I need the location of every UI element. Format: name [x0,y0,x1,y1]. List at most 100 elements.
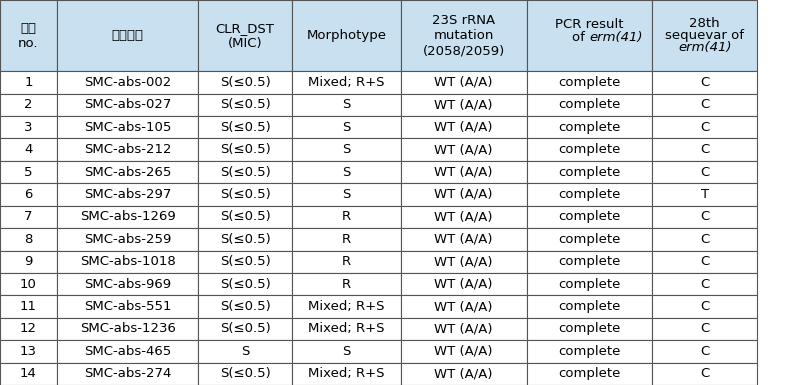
Text: S: S [342,121,351,134]
Bar [401,183,526,206]
Bar [652,0,757,71]
Text: WT (A/A): WT (A/A) [434,233,493,246]
Text: SMC-abs-1269: SMC-abs-1269 [79,211,176,223]
Bar [292,183,401,206]
Text: 1: 1 [24,76,32,89]
Text: SMC-abs-212: SMC-abs-212 [83,143,172,156]
Bar [526,161,652,183]
Text: complete: complete [558,211,620,223]
Bar [0,71,57,94]
Bar [652,295,757,318]
Text: WT (A/A): WT (A/A) [434,143,493,156]
Text: SMC-abs-969: SMC-abs-969 [84,278,171,291]
Text: S: S [241,345,249,358]
Text: C: C [700,121,710,134]
Text: WT (A/A): WT (A/A) [434,121,493,134]
Bar [292,161,401,183]
Text: S(≤0.5): S(≤0.5) [220,367,271,380]
Text: C: C [700,345,710,358]
Text: of: of [572,31,589,44]
Text: 8: 8 [24,233,32,246]
Text: S: S [342,98,351,111]
Text: S(≤0.5): S(≤0.5) [220,233,271,246]
Text: complete: complete [558,233,620,246]
Bar [57,295,198,318]
Bar [57,273,198,295]
Bar [0,161,57,183]
Text: C: C [700,278,710,291]
Text: WT (A/A): WT (A/A) [434,166,493,179]
Text: 28th: 28th [689,17,720,30]
Text: C: C [700,255,710,268]
Text: SMC-abs-002: SMC-abs-002 [84,76,171,89]
Bar [57,139,198,161]
Bar [652,206,757,228]
Bar [292,94,401,116]
Text: SMC-abs-297: SMC-abs-297 [84,188,171,201]
Bar [292,295,401,318]
Text: S(≤0.5): S(≤0.5) [220,255,271,268]
Text: S(≤0.5): S(≤0.5) [220,300,271,313]
Bar [401,116,526,139]
Text: 11: 11 [20,300,36,313]
Text: S: S [342,345,351,358]
Text: SMC-abs-105: SMC-abs-105 [84,121,171,134]
Bar [198,273,292,295]
Bar [0,340,57,363]
Text: complete: complete [558,76,620,89]
Text: 3: 3 [24,121,32,134]
Bar [57,228,198,251]
Text: Morphotype: Morphotype [306,29,386,42]
Text: S(≤0.5): S(≤0.5) [220,121,271,134]
Text: SMC-abs-551: SMC-abs-551 [83,300,172,313]
Bar [401,363,526,385]
Bar [292,0,401,71]
Bar [57,161,198,183]
Bar [198,206,292,228]
Text: S(≤0.5): S(≤0.5) [220,323,271,335]
Bar [292,139,401,161]
Bar [0,0,57,71]
Text: SMC-abs-259: SMC-abs-259 [84,233,171,246]
Bar [198,71,292,94]
Text: S(≤0.5): S(≤0.5) [220,98,271,111]
Text: WT (A/A): WT (A/A) [434,211,493,223]
Bar [401,318,526,340]
Bar [526,206,652,228]
Bar [652,94,757,116]
Text: WT (A/A): WT (A/A) [434,76,493,89]
Bar [0,251,57,273]
Text: complete: complete [558,323,620,335]
Text: 9: 9 [24,255,32,268]
Text: T: T [701,188,709,201]
Bar [526,251,652,273]
Bar [198,139,292,161]
Text: 연구
no.: 연구 no. [18,22,39,50]
Text: 4: 4 [24,143,32,156]
Text: C: C [700,367,710,380]
Text: SMC-abs-1236: SMC-abs-1236 [79,323,176,335]
Text: 14: 14 [20,367,36,380]
Text: C: C [700,211,710,223]
Bar [198,251,292,273]
Bar [652,71,757,94]
Text: R: R [342,233,351,246]
Bar [652,363,757,385]
Text: 13: 13 [20,345,36,358]
Bar [0,116,57,139]
Bar [57,340,198,363]
Bar [652,116,757,139]
Bar [57,183,198,206]
Text: complete: complete [558,143,620,156]
Bar [198,340,292,363]
Text: Mixed; R+S: Mixed; R+S [308,300,385,313]
Bar [526,340,652,363]
Bar [57,94,198,116]
Bar [0,295,57,318]
Text: erm(41): erm(41) [678,41,731,54]
Text: WT (A/A): WT (A/A) [434,300,493,313]
Bar [292,340,401,363]
Bar [292,363,401,385]
Bar [652,183,757,206]
Text: C: C [700,233,710,246]
